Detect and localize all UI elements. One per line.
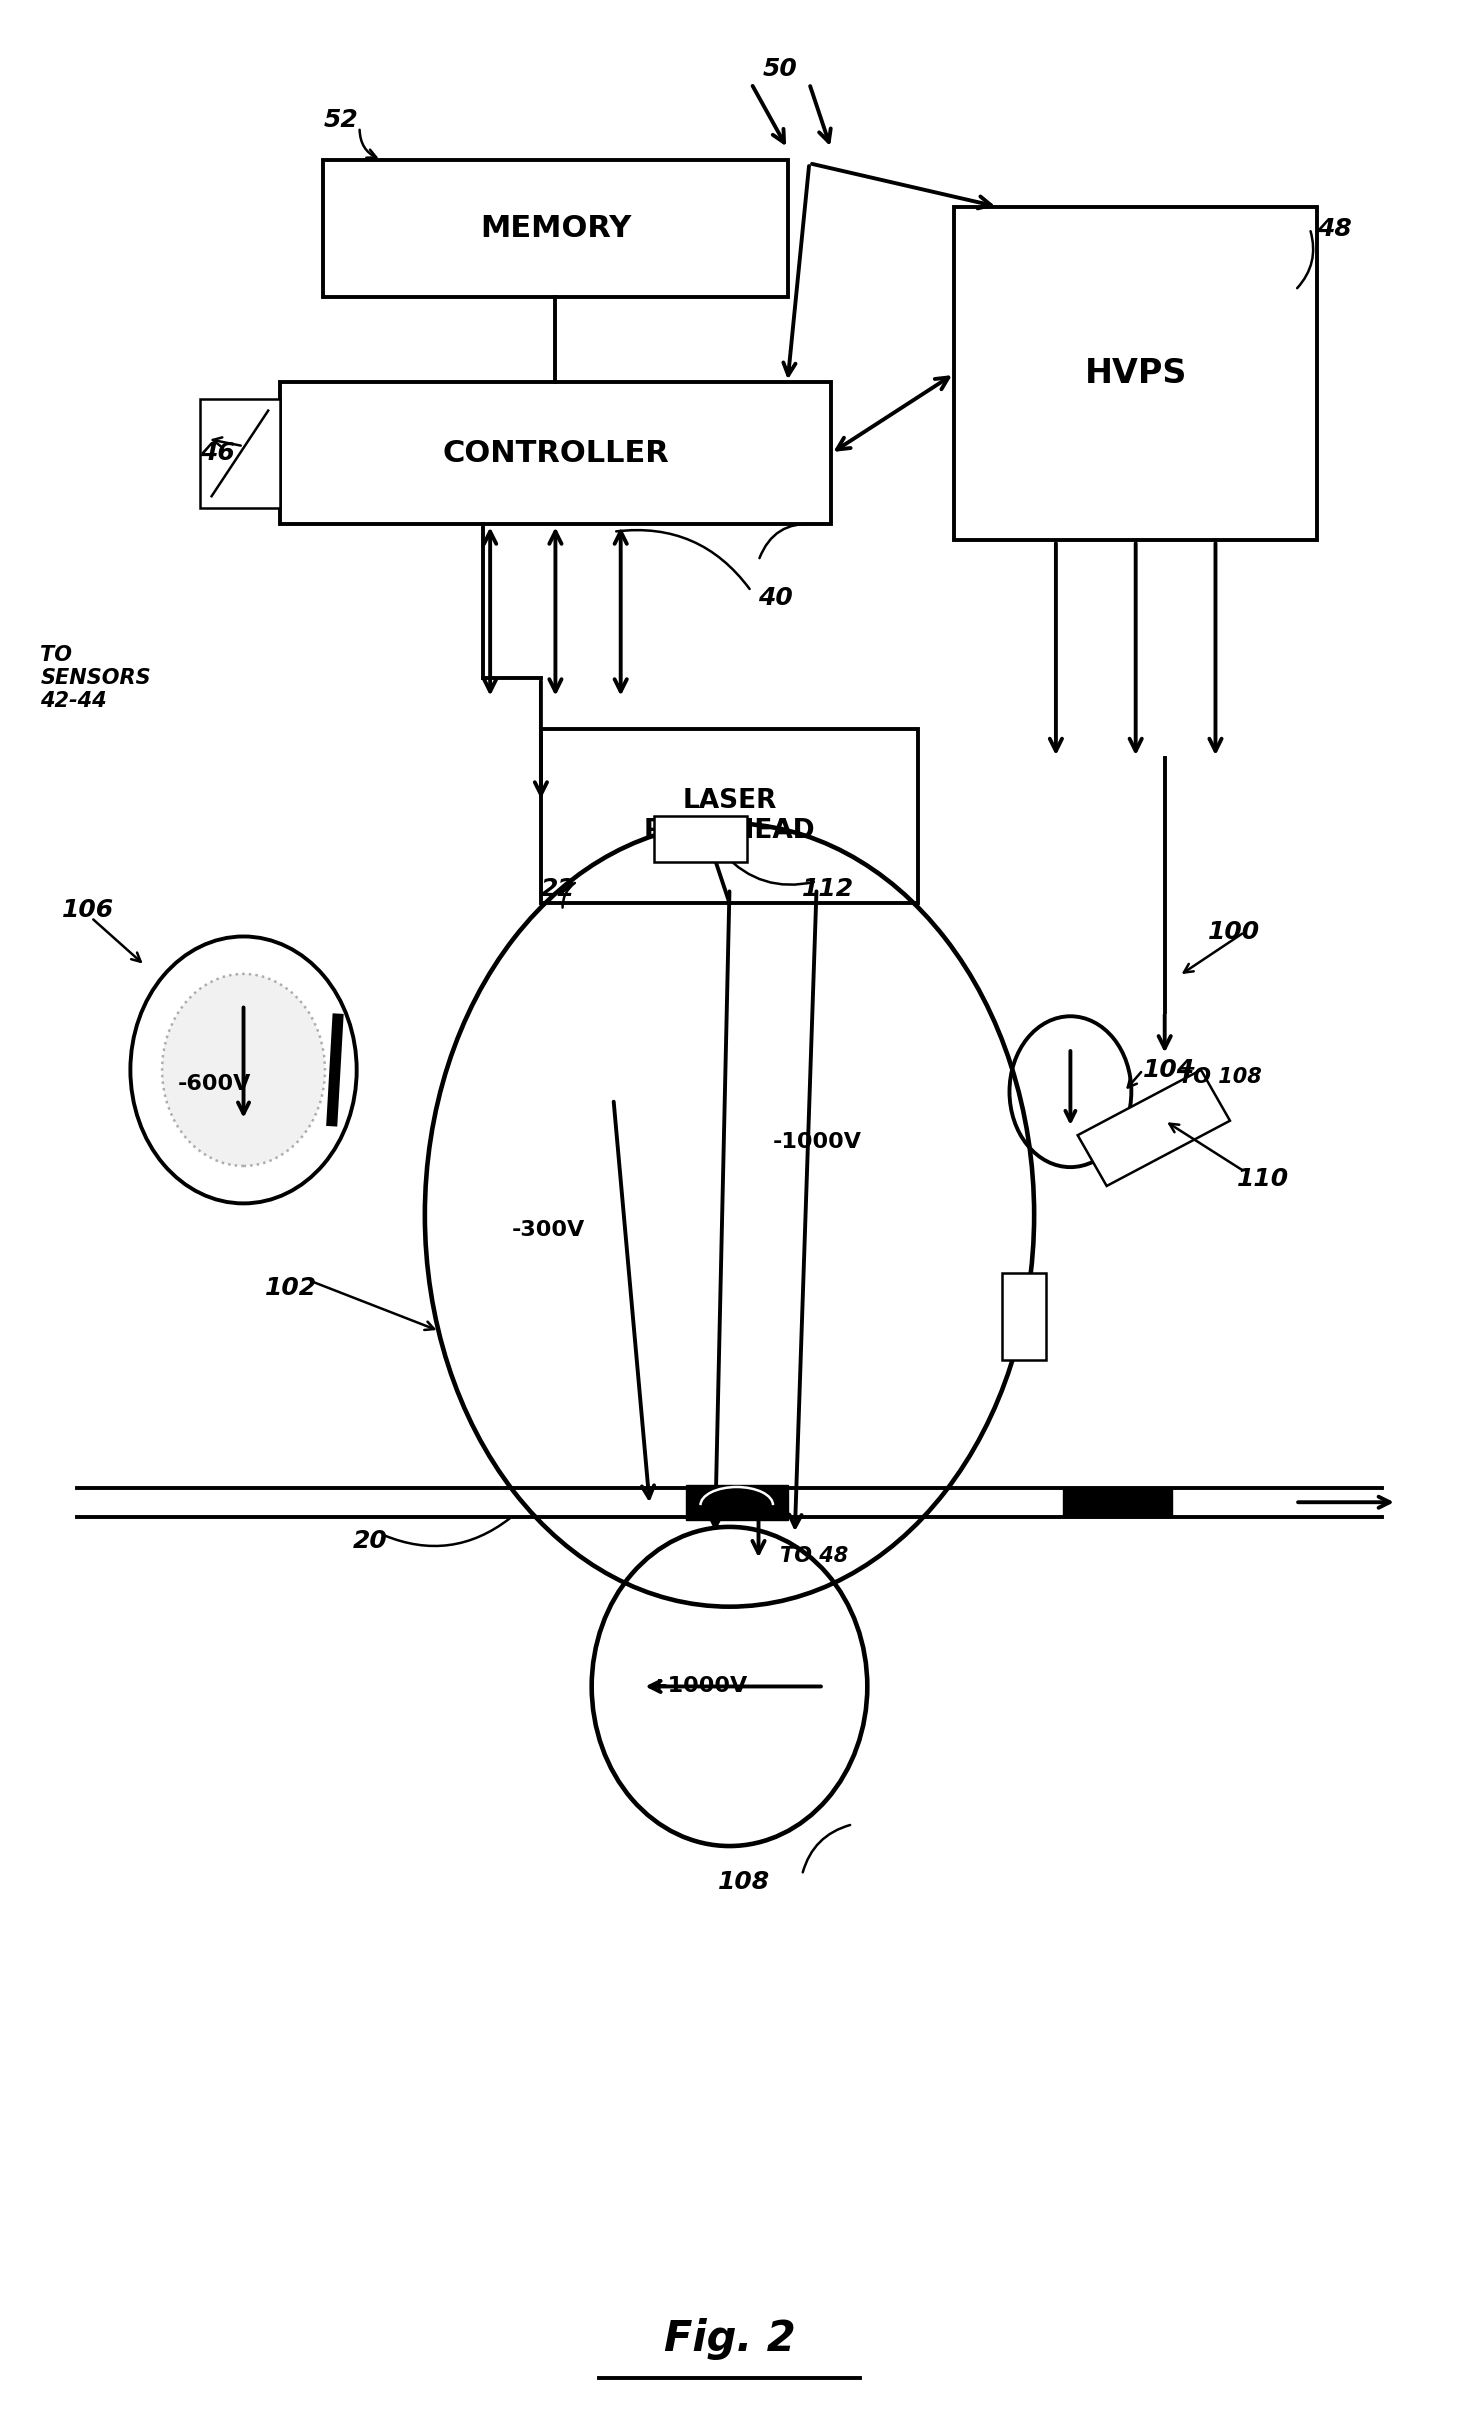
Text: TO 108: TO 108: [1179, 1067, 1262, 1086]
Text: TO
SENSORS
42-44: TO SENSORS 42-44: [41, 644, 152, 712]
Text: 48: 48: [1317, 216, 1352, 241]
Text: 104: 104: [1142, 1057, 1195, 1081]
Text: TO 48: TO 48: [781, 1545, 849, 1565]
Text: 20: 20: [352, 1528, 387, 1553]
Bar: [654, 816, 747, 863]
Text: 106: 106: [63, 899, 114, 923]
Text: 22: 22: [541, 877, 576, 902]
Text: 110: 110: [1237, 1166, 1290, 1191]
Text: +1000V: +1000V: [649, 1677, 748, 1696]
Text: 52: 52: [324, 107, 357, 131]
Polygon shape: [1078, 1069, 1230, 1186]
Text: CONTROLLER: CONTROLLER: [442, 440, 668, 469]
Text: -1000V: -1000V: [773, 1132, 862, 1152]
Text: MEMORY: MEMORY: [480, 214, 632, 243]
Bar: [1064, 1487, 1172, 1516]
Text: 50: 50: [763, 56, 798, 80]
Ellipse shape: [162, 974, 325, 1166]
Text: HVPS: HVPS: [1084, 357, 1186, 391]
Bar: [1002, 1273, 1046, 1361]
Text: 102: 102: [266, 1276, 318, 1300]
Text: 100: 100: [1208, 921, 1261, 945]
Text: 108: 108: [718, 1871, 770, 1895]
Bar: [686, 1485, 788, 1519]
Text: Fig. 2: Fig. 2: [664, 2318, 795, 2360]
Text: 40: 40: [759, 586, 794, 610]
Text: 112: 112: [802, 877, 854, 902]
Text: -300V: -300V: [512, 1220, 585, 1239]
Text: 46: 46: [200, 442, 235, 467]
Bar: [280, 382, 832, 525]
Bar: [541, 729, 918, 904]
Bar: [200, 399, 280, 508]
Bar: [324, 160, 788, 296]
Text: LASER
PRINTHEAD: LASER PRINTHEAD: [643, 787, 816, 843]
Bar: [954, 207, 1317, 539]
Text: -600V: -600V: [178, 1074, 251, 1094]
